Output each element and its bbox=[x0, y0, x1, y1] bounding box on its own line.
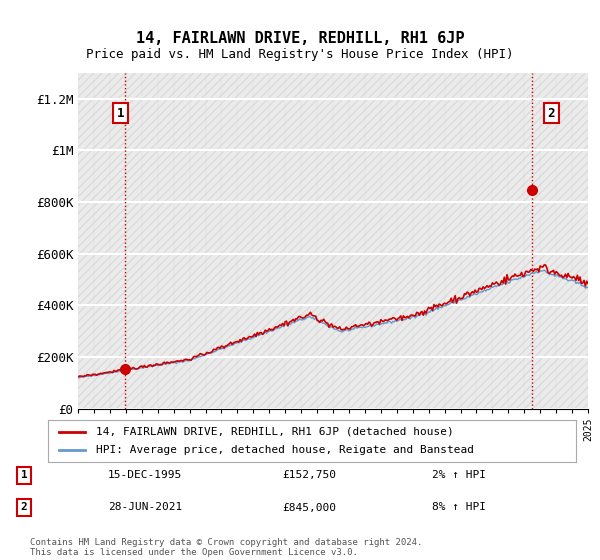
Text: Price paid vs. HM Land Registry's House Price Index (HPI): Price paid vs. HM Land Registry's House … bbox=[86, 48, 514, 60]
Text: £845,000: £845,000 bbox=[282, 502, 336, 512]
Text: 14, FAIRLAWN DRIVE, REDHILL, RH1 6JP: 14, FAIRLAWN DRIVE, REDHILL, RH1 6JP bbox=[136, 31, 464, 46]
Text: £152,750: £152,750 bbox=[282, 470, 336, 480]
Text: 15-DEC-1995: 15-DEC-1995 bbox=[108, 470, 182, 480]
Text: 1: 1 bbox=[116, 106, 124, 120]
Text: 2: 2 bbox=[547, 106, 555, 120]
Text: 2: 2 bbox=[20, 502, 28, 512]
Text: HPI: Average price, detached house, Reigate and Banstead: HPI: Average price, detached house, Reig… bbox=[95, 445, 473, 455]
Text: 1: 1 bbox=[20, 470, 28, 480]
Text: 2% ↑ HPI: 2% ↑ HPI bbox=[432, 470, 486, 480]
Text: 28-JUN-2021: 28-JUN-2021 bbox=[108, 502, 182, 512]
Text: 14, FAIRLAWN DRIVE, REDHILL, RH1 6JP (detached house): 14, FAIRLAWN DRIVE, REDHILL, RH1 6JP (de… bbox=[95, 427, 453, 437]
Text: 8% ↑ HPI: 8% ↑ HPI bbox=[432, 502, 486, 512]
Text: Contains HM Land Registry data © Crown copyright and database right 2024.
This d: Contains HM Land Registry data © Crown c… bbox=[30, 538, 422, 557]
